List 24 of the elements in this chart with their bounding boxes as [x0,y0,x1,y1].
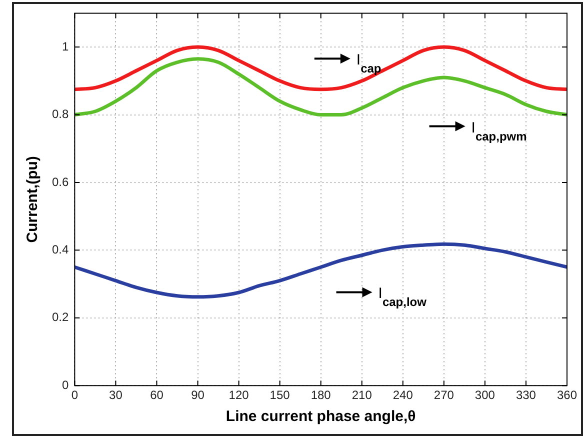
x-tick-label: 240 [392,388,414,402]
line-series [74,57,567,117]
x-tick-label: 90 [191,388,205,402]
y-tick-label: 0.2 [52,310,69,324]
y-tick-label: 0.8 [52,107,69,122]
x-tick-label: 360 [556,388,578,402]
y-tick-label: 0 [62,378,69,392]
x-tick-label: 330 [516,388,536,402]
x-tick-label: 210 [352,388,372,402]
x-tick-label: 180 [310,388,332,402]
line-series [74,242,567,299]
x-tick-label: 30 [109,388,123,402]
x-tick-label: 0 [71,388,78,402]
y-tick-label: 1 [62,39,69,54]
y-tick-label: 0.4 [52,242,69,256]
x-axis-title: Line current phase angle,θ [226,408,416,426]
x-tick-label: 270 [434,388,454,402]
y-axis-title: Current,(pu) [24,156,42,243]
line-series [74,45,567,92]
x-tick-label: 150 [270,388,290,402]
x-tick-label: 300 [474,388,496,402]
x-tick-label: 60 [150,388,164,402]
y-tick-label: 0.6 [52,174,69,189]
x-tick-label: 120 [228,388,250,402]
